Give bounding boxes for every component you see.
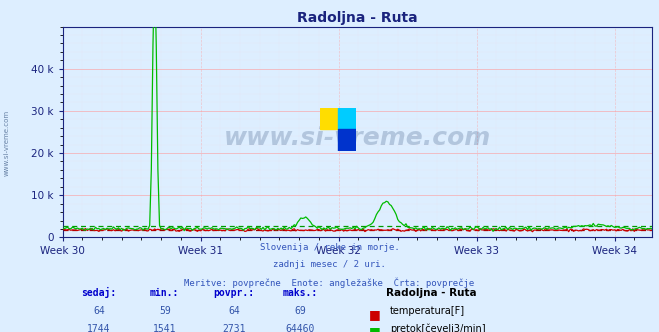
Text: 1541: 1541 — [153, 324, 177, 332]
Text: 69: 69 — [294, 306, 306, 316]
Text: ■: ■ — [368, 308, 380, 321]
Text: pretok[čevelj3/min]: pretok[čevelj3/min] — [390, 323, 486, 332]
Text: Radoljna - Ruta: Radoljna - Ruta — [386, 288, 476, 298]
Text: min.:: min.: — [150, 288, 179, 298]
Text: 64: 64 — [228, 306, 240, 316]
Text: Meritve: povprečne  Enote: angležaške  Črta: povprečje: Meritve: povprečne Enote: angležaške Črt… — [185, 278, 474, 288]
Text: 2731: 2731 — [222, 324, 246, 332]
Bar — [320, 108, 338, 129]
Text: 1744: 1744 — [87, 324, 111, 332]
Text: Slovenija / reke in morje.: Slovenija / reke in morje. — [260, 243, 399, 252]
Text: 64: 64 — [93, 306, 105, 316]
Text: povpr.:: povpr.: — [214, 288, 254, 298]
Title: Radoljna - Ruta: Radoljna - Ruta — [297, 11, 418, 25]
Text: www.si-vreme.com: www.si-vreme.com — [3, 110, 10, 176]
Text: ■: ■ — [368, 325, 380, 332]
Bar — [338, 129, 356, 151]
Text: www.si-vreme.com: www.si-vreme.com — [224, 126, 491, 150]
Text: 59: 59 — [159, 306, 171, 316]
Text: 64460: 64460 — [285, 324, 314, 332]
Text: sedaj:: sedaj: — [81, 287, 117, 298]
Text: zadnji mesec / 2 uri.: zadnji mesec / 2 uri. — [273, 260, 386, 269]
Bar — [338, 108, 356, 129]
Text: temperatura[F]: temperatura[F] — [390, 306, 465, 316]
Text: maks.:: maks.: — [282, 288, 318, 298]
